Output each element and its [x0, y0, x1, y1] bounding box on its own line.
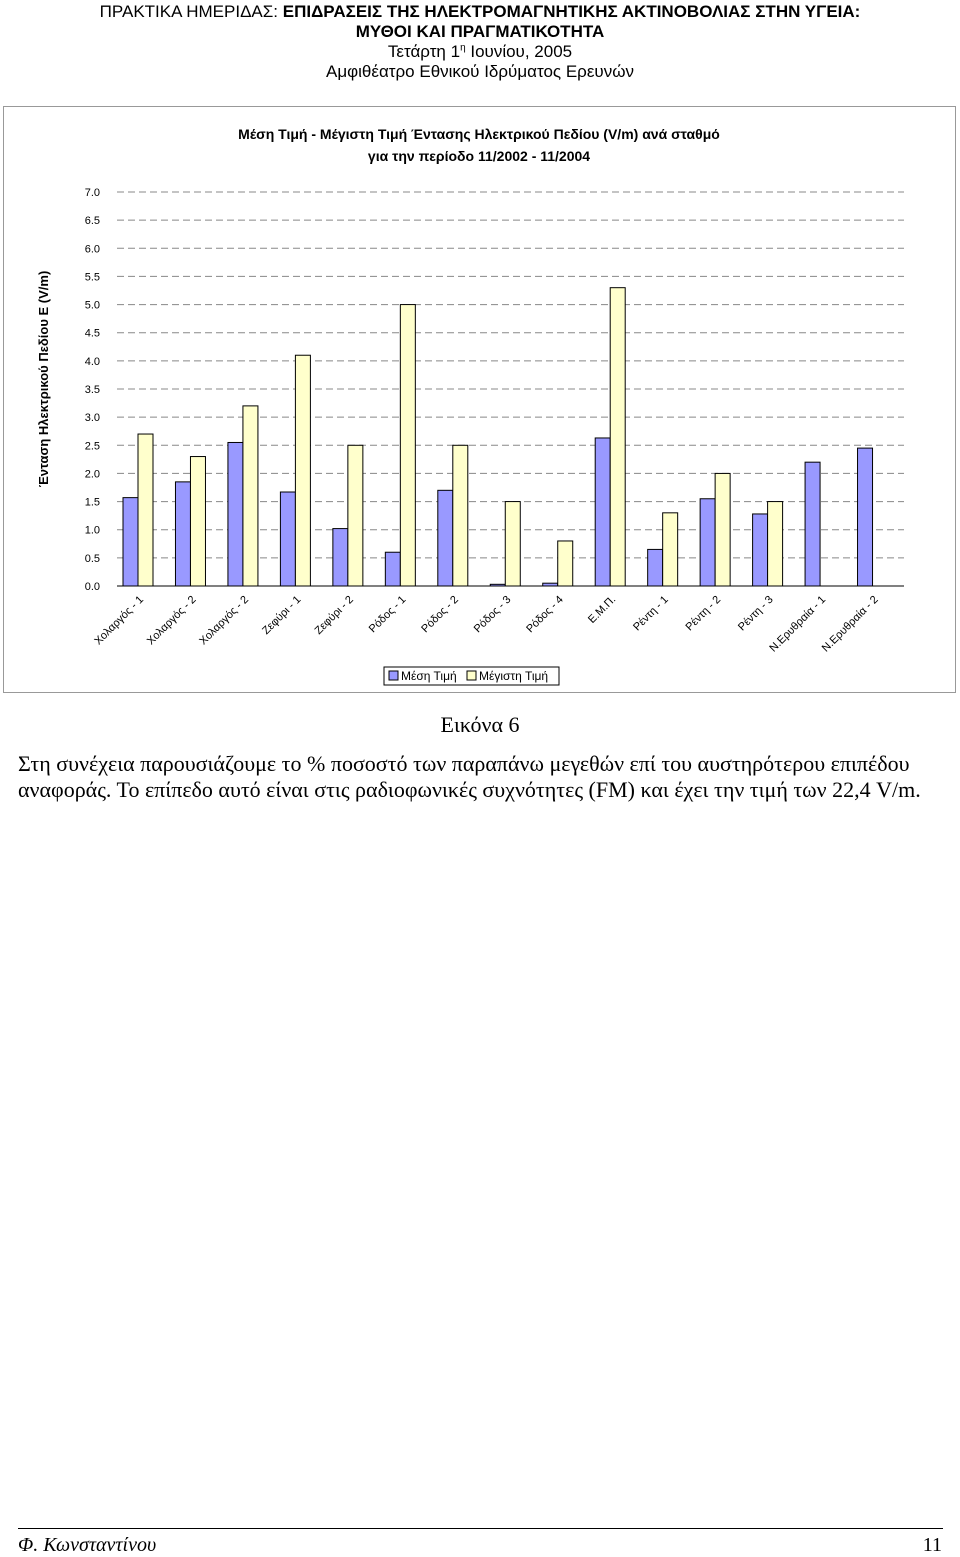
bar-mean: [122, 497, 139, 587]
bar-mean: [594, 437, 611, 587]
legend-swatch: [388, 670, 399, 681]
y-tick-label: 6.0: [85, 243, 100, 255]
bar-mean: [489, 583, 506, 587]
bar-mean: [857, 447, 874, 587]
y-tick-label: 0.0: [85, 581, 100, 593]
y-tick-label: 2.0: [85, 468, 100, 480]
y-tick-label: 5.5: [85, 271, 100, 283]
y-tick-label: 4.0: [85, 356, 100, 368]
x-tick-label: Χολαργός - 2: [145, 594, 199, 648]
figure-caption: Εικόνα 6: [440, 712, 520, 737]
page-header: ΠΡΑΚΤΙΚΑ ΗΜΕΡΙΔΑΣ: ΕΠΙΔΡΑΣΕΙΣ ΤΗΣ ΗΛΕΚΤΡ…: [0, 2, 960, 82]
x-tick-label: Ρέντη - 1: [631, 594, 671, 634]
x-tick-label: Ζεφύρι - 2: [313, 594, 356, 637]
header-venue: Αμφιθέατρο Εθνικού Ιδρύματος Ερευνών: [326, 62, 634, 81]
header-date: Τετάρτη 1η Ιουνίου, 2005: [0, 42, 960, 62]
header-prefix: ΠΡΑΚΤΙΚΑ ΗΜΕΡΙΔΑΣ:: [99, 2, 283, 21]
header-subtitle: ΜΥΘΟΙ ΚΑΙ ΠΡΑΓΜΑΤΙΚΟΤΗΤΑ: [355, 22, 605, 41]
legend-label: Μέση Τιμή: [401, 669, 457, 683]
bar-mean: [542, 582, 559, 587]
bar-max: [189, 456, 206, 587]
bar-mean: [699, 498, 716, 587]
footer-author: Φ. Κωνσταντίνου: [18, 1534, 157, 1556]
bar-max: [452, 444, 469, 587]
bar-max: [294, 354, 311, 587]
x-tick-label: Ζεφύρι - 1: [260, 594, 303, 637]
bar-max: [609, 287, 626, 587]
y-tick-label: 2.5: [85, 440, 100, 452]
y-tick-label: 3.0: [85, 412, 100, 424]
x-tick-label: Χολαργός - 1: [92, 594, 146, 648]
bar-mean: [279, 491, 296, 587]
bar-mean: [332, 528, 349, 587]
x-tick-label: Ε.Μ.Π.: [586, 594, 618, 626]
y-tick-label: 0.5: [85, 553, 100, 565]
legend-swatch: [466, 670, 477, 681]
y-tick-label: 4.5: [85, 328, 100, 340]
bars: [122, 287, 874, 587]
bar-mean: [804, 461, 821, 587]
chart-title-line-2: για την περίοδο 11/2002 - 11/2004: [368, 148, 590, 164]
bar-mean: [437, 489, 454, 587]
y-tick-label: 5.0: [85, 300, 100, 312]
x-tick-label: Χολαργός - 2: [197, 594, 251, 648]
header-date-a: Τετάρτη 1: [387, 42, 461, 61]
legend: Μέση Τιμή Μέγιστη Τιμή: [383, 666, 560, 686]
y-tick-label: 6.5: [85, 215, 100, 227]
bar-max: [504, 501, 521, 587]
y-tick-labels: 0.0 0.5 1.0 1.5 2.0 2.5 3.0 3.5 4.0 4.5 5.0 5.5 6.0 6…: [85, 187, 100, 593]
bar-max: [242, 405, 259, 587]
y-tick-label: 3.5: [85, 384, 100, 396]
y-tick-label: 1.5: [85, 497, 100, 509]
header-date-b: Ιουνίου, 2005: [465, 42, 573, 61]
footer-rule: [18, 1528, 943, 1529]
x-tick-label: Ρέντη - 2: [684, 594, 724, 634]
bar-max: [662, 512, 679, 587]
x-tick-label: Ρέντη - 3: [736, 594, 776, 634]
y-tick-label: 1.0: [85, 525, 100, 537]
bar-mean: [752, 513, 769, 587]
bar-max: [714, 472, 731, 587]
chart-title-line-1: Μέση Τιμή - Μέγιστη Τιμή Έντασης Ηλεκτρι…: [238, 126, 720, 142]
bar-mean: [384, 551, 401, 587]
bar-chart: Μέση Τιμή - Μέγιστη Τιμή Έντασης Ηλεκτρι…: [36, 126, 904, 686]
x-tick-label: Ρόδος - 1: [367, 594, 409, 636]
x-tick-label: Ρόδος - 3: [472, 594, 514, 636]
y-axis-label: Ένταση Ηλεκτρικού Πεδίου E (V/m): [36, 271, 51, 488]
bar-mean: [647, 548, 664, 587]
bar-mean: [174, 481, 191, 587]
header-date-sup: η: [460, 42, 466, 54]
header-title: ΕΠΙΔΡΑΣΕΙΣ ΤΗΣ ΗΛΕΚΤΡΟΜΑΓΝΗΤΙΚΗΣ ΑΚΤΙΝΟΒ…: [282, 2, 861, 21]
bar-max: [557, 540, 574, 587]
chart-frame: Μέση Τιμή - Μέγιστη Τιμή Έντασης Ηλεκτρι…: [3, 106, 956, 693]
legend-label: Μέγιστη Τιμή: [479, 669, 548, 683]
x-tick-label: Ν.Ερυθραία - 2: [820, 594, 881, 655]
bar-max: [767, 501, 784, 587]
bar-max: [399, 304, 416, 587]
y-tick-label: 7.0: [85, 187, 100, 199]
x-tick-label: Ρόδος - 2: [419, 594, 461, 636]
bar-max: [347, 444, 364, 587]
body-paragraph: Στη συνέχεια παρουσιάζουμε το % ποσοστό …: [18, 751, 921, 802]
x-tick-label: Ρόδος - 4: [524, 594, 566, 636]
bar-mean: [227, 441, 244, 587]
bar-max: [137, 433, 154, 587]
header-line-1: ΠΡΑΚΤΙΚΑ ΗΜΕΡΙΔΑΣ: ΕΠΙΔΡΑΣΕΙΣ ΤΗΣ ΗΛΕΚΤΡ…: [0, 2, 960, 22]
footer-page-number: 11: [922, 1534, 942, 1556]
